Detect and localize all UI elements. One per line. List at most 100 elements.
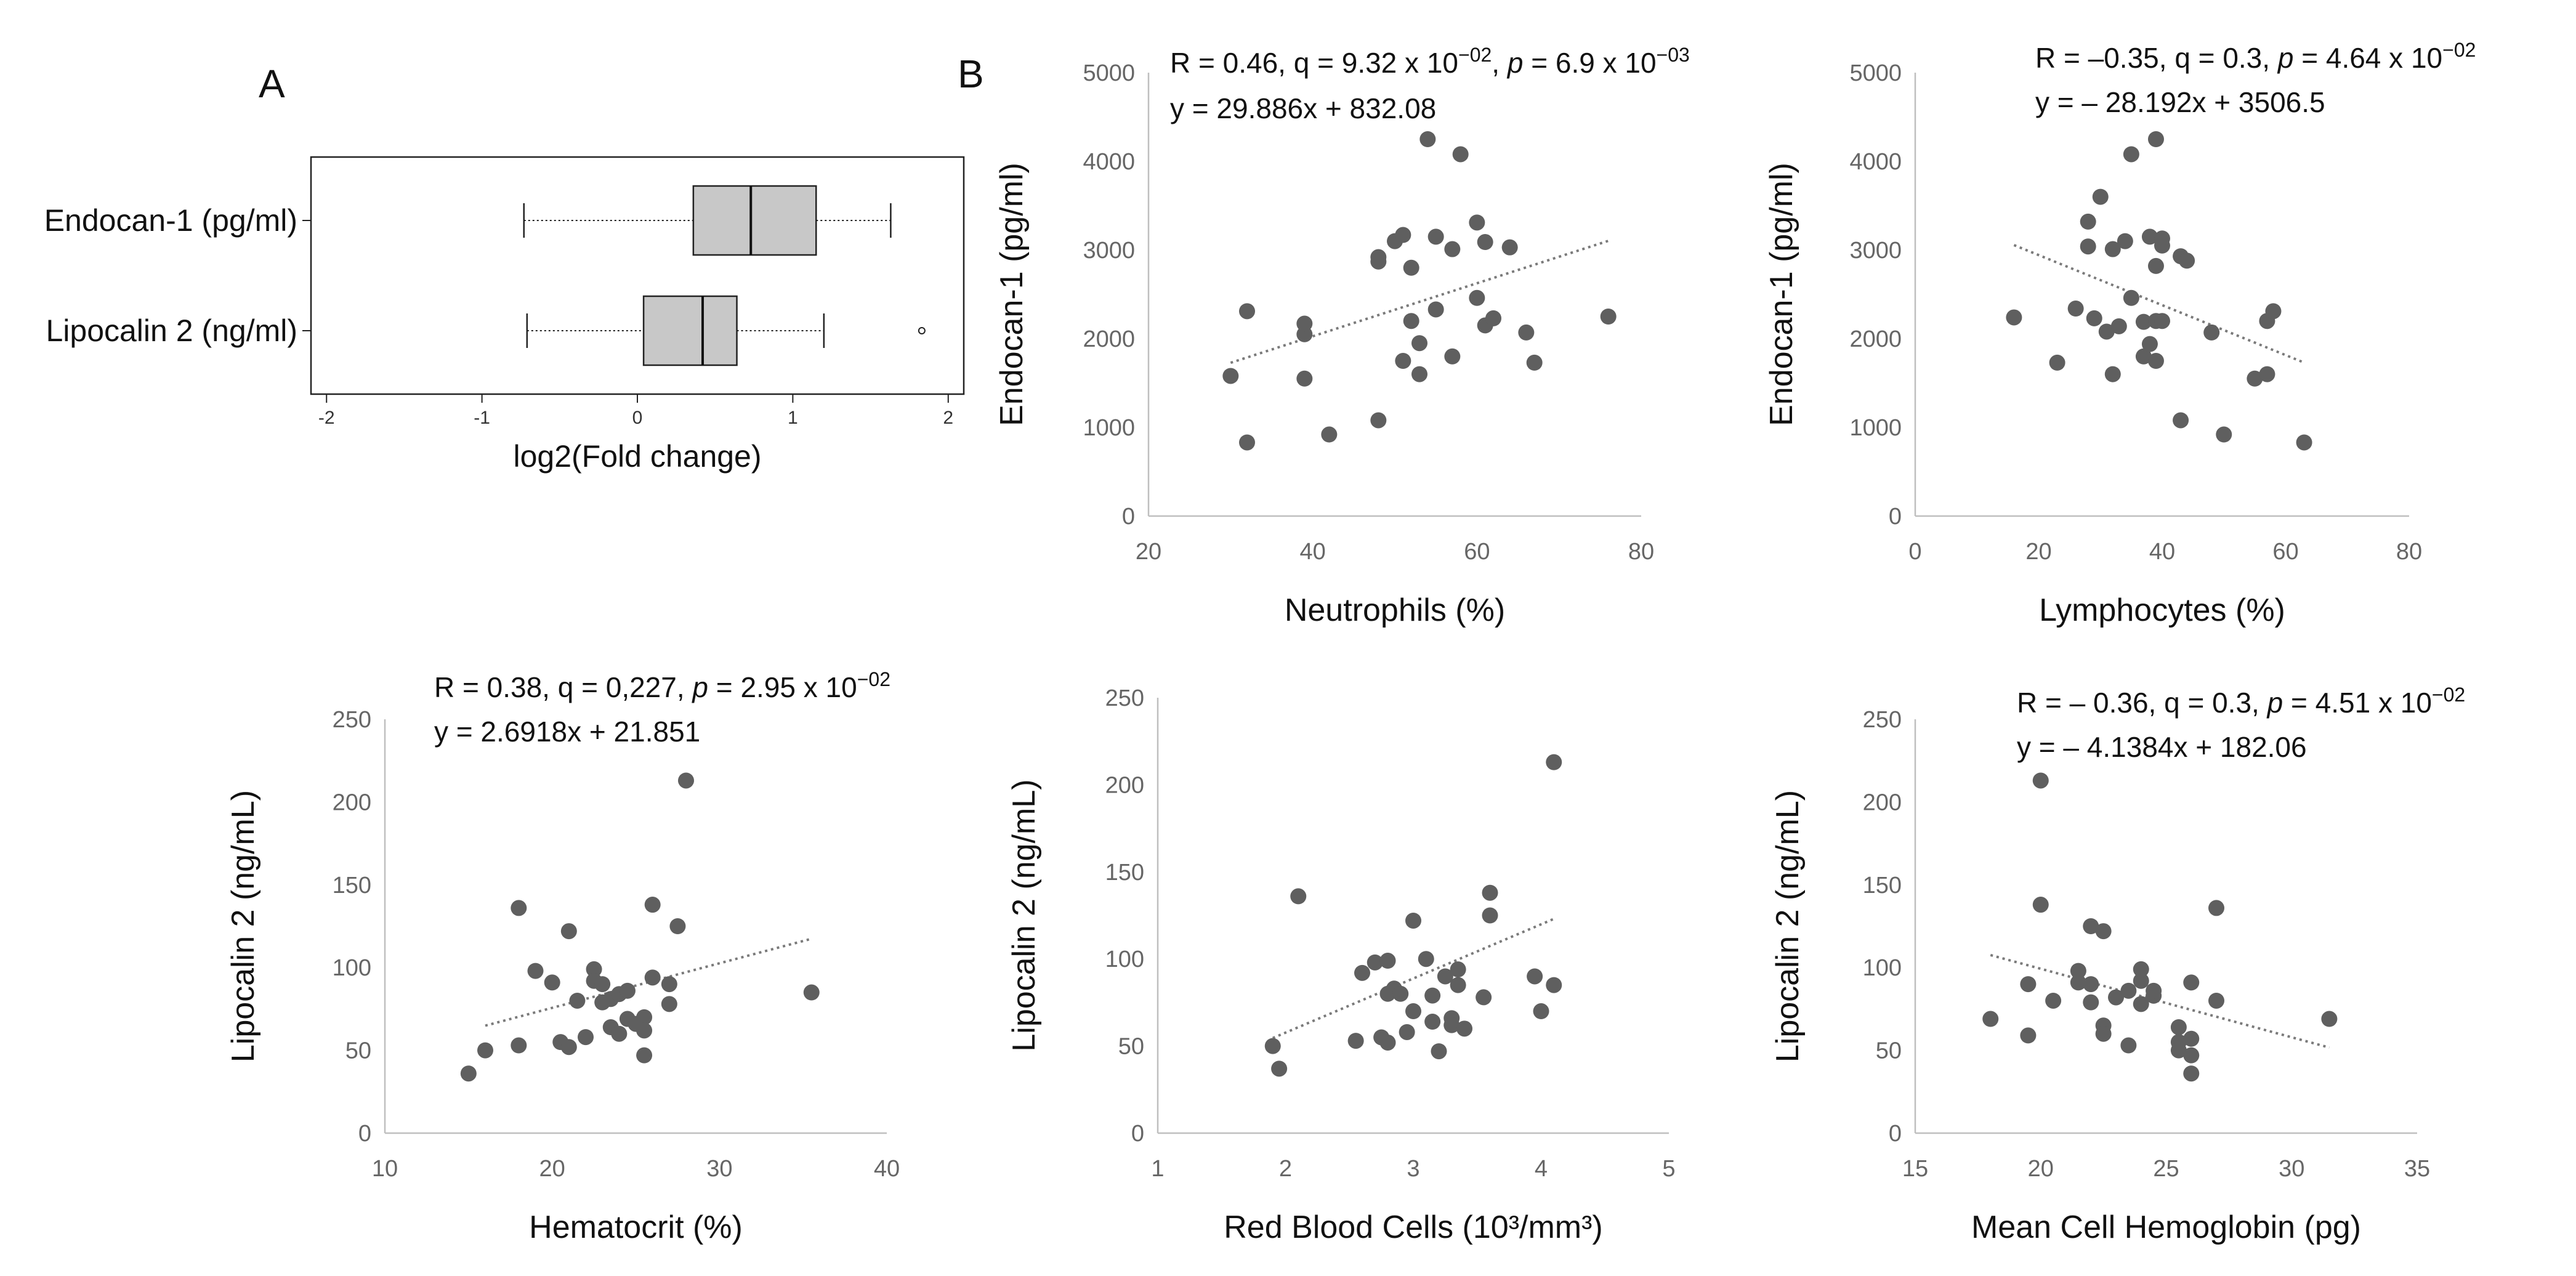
data-point: [1296, 315, 1313, 332]
data-point: [569, 992, 586, 1009]
x-tick-label: 60: [2272, 539, 2298, 565]
scatter-lymphocytes: 0 1000 2000 3000 4000 5000 0 20 40 60 80 Lymphocyte…: [1764, 39, 2476, 628]
data-point: [1452, 146, 1469, 163]
data-point: [1411, 366, 1427, 382]
x-tick-label: 3: [1407, 1156, 1419, 1182]
x-axis-label: log2(Fold change): [513, 439, 761, 474]
data-point: [678, 772, 694, 789]
stat-p-symbol: p: [2266, 687, 2283, 719]
y-tick-label: 50: [345, 1038, 371, 1064]
data-point: [2020, 976, 2037, 993]
data-point: [594, 976, 611, 993]
data-point: [2104, 366, 2121, 382]
data-point: [1546, 977, 1562, 993]
y-tick-label: 50: [1876, 1038, 1902, 1064]
data-point: [1469, 289, 1485, 306]
data-point: [1379, 1034, 1396, 1051]
data-point: [644, 969, 661, 986]
data-point: [1518, 324, 1535, 341]
y-tick-label: 150: [1863, 873, 1902, 898]
data-point: [619, 982, 636, 999]
data-point: [2070, 974, 2086, 991]
data-point: [1427, 301, 1444, 318]
data-point: [1395, 227, 1411, 243]
data-point: [2208, 992, 2224, 1009]
data-point: [1405, 1003, 1421, 1020]
data-point: [460, 1065, 477, 1082]
stat-r-q: R = 0.46, q = 9.32 x 10: [1170, 47, 1458, 79]
regression-equation: y = – 4.1384x + 182.06: [2017, 731, 2307, 763]
data-point: [2154, 313, 2170, 329]
y-tick-label: 2000: [1083, 326, 1135, 352]
x-tick-label: 0: [1908, 539, 1921, 565]
data-point: [2108, 989, 2124, 1006]
trendline: [1230, 240, 1609, 364]
regression-equation: y = 2.6918x + 21.851: [434, 716, 700, 748]
y-axis-label: Lipocalin 2 (ng/mL): [1006, 779, 1042, 1051]
data-point: [2141, 336, 2158, 352]
iqr-box: [692, 185, 817, 256]
data-point: [511, 900, 527, 916]
data-point: [1427, 228, 1444, 245]
data-point: [1403, 313, 1419, 329]
data-point: [1419, 131, 1436, 147]
y-tick-label: 250: [333, 707, 371, 733]
data-point: [511, 1037, 527, 1054]
scatter-hematocrit: 0 50 100 150 200 250 10 20 30 40 Hematocrit (%) Lip…: [225, 668, 900, 1245]
data-point: [2045, 992, 2062, 1009]
boxplot-frame: [310, 156, 965, 395]
data-point: [2049, 354, 2065, 371]
stat-p-value: = 2.95 x 10: [708, 671, 857, 703]
scatter-rbc: 0 50 100 150 200 250 1 2 3 4 5 Red Blood Cells (10³…: [1006, 685, 1676, 1245]
data-point: [2123, 289, 2139, 306]
trendline: [1990, 953, 2330, 1049]
data-point: [2133, 961, 2149, 977]
data-point: [2147, 353, 2164, 369]
series-label: Lipocalin 2 (ng/ml): [46, 313, 297, 348]
x-tick-label: 20: [2028, 1156, 2054, 1182]
stat-separator: ,: [1492, 47, 1508, 79]
data-point: [2006, 309, 2022, 326]
x-tick-label: 35: [2404, 1156, 2430, 1182]
box-series: Endocan-1 (pg/ml): [44, 185, 892, 256]
y-axis-label: Lipocalin 2 (ng/mL): [1770, 790, 1806, 1062]
stat-p-symbol: p: [691, 671, 708, 703]
data-point: [2086, 310, 2102, 326]
data-point: [1424, 1014, 1441, 1030]
data-point: [1399, 1024, 1415, 1040]
data-point: [1444, 241, 1461, 257]
x-tick-label: 20: [1136, 539, 1161, 565]
data-point: [1485, 310, 1501, 326]
data-point: [669, 918, 686, 934]
data-point: [2247, 370, 2263, 387]
stat-r-q: R = –0.35, q = 0.3,: [2035, 42, 2278, 74]
y-tick-label: 0: [1889, 1121, 1902, 1147]
data-point: [1450, 961, 1466, 978]
data-point: [578, 1029, 594, 1046]
stat-line: R = – 0.36, q = 0.3, p = 4.51 x 10−02: [2017, 684, 2465, 719]
x-tick-label: 2: [943, 408, 953, 428]
data-point: [2083, 918, 2099, 934]
x-tick-label: 30: [2279, 1156, 2304, 1182]
data-point: [2098, 323, 2115, 340]
stat-line: R = 0.46, q = 9.32 x 10−02, p = 6.9 x 10…: [1170, 44, 1690, 79]
data-point: [2321, 1011, 2338, 1027]
data-point: [1476, 989, 1492, 1006]
stat-q-exponent: −02: [1458, 44, 1492, 66]
data-point: [2095, 1025, 2112, 1042]
x-tick-label: 60: [1464, 539, 1490, 565]
data-point: [1527, 968, 1543, 985]
data-point: [2110, 318, 2127, 334]
data-point: [611, 1025, 628, 1042]
data-point: [803, 984, 820, 1001]
stat-p-exponent: −02: [857, 668, 890, 690]
data-point: [560, 1039, 577, 1056]
data-point: [2170, 1019, 2187, 1035]
x-tick-label: 4: [1535, 1156, 1548, 1182]
data-point: [1477, 234, 1493, 251]
data-point: [2173, 412, 2189, 429]
data-point: [2120, 1037, 2137, 1054]
data-point: [2092, 188, 2109, 205]
data-point: [2123, 146, 2139, 163]
y-tick-label: 200: [1105, 772, 1144, 798]
